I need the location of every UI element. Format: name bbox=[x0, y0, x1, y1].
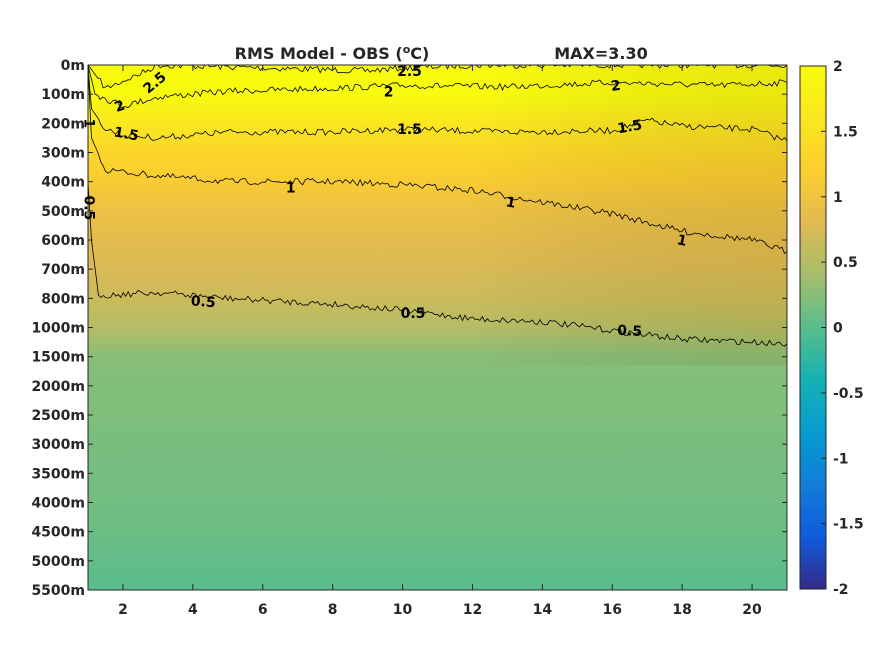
x-tick-label: 14 bbox=[533, 602, 553, 618]
colorbar-tick-label: 1 bbox=[833, 190, 843, 206]
y-tick-label: 1000m bbox=[31, 321, 85, 337]
contour-label: 0.5 bbox=[617, 323, 643, 340]
contour-label: 0.5 bbox=[81, 195, 97, 220]
contour-label: 1.5 bbox=[397, 122, 422, 138]
heatmap-shading bbox=[88, 65, 787, 365]
contour-label: 0.5 bbox=[190, 293, 216, 311]
colorbar-tick-label: -1 bbox=[833, 451, 849, 467]
colorbar-tick-label: -1.5 bbox=[833, 517, 864, 533]
colorbar-tick-label: -2 bbox=[833, 582, 849, 598]
contour-line-0-5 bbox=[88, 181, 787, 347]
colorbar-tick-label: 0.5 bbox=[833, 255, 858, 271]
y-tick-label: 1500m bbox=[31, 350, 85, 366]
x-tick-label: 10 bbox=[393, 602, 413, 618]
contour-label: 2.5 bbox=[397, 64, 422, 80]
x-tick-label: 12 bbox=[463, 602, 482, 618]
x-tick-label: 2 bbox=[118, 602, 128, 618]
y-tick-label: 200m bbox=[41, 116, 85, 132]
y-tick-label: 2500m bbox=[31, 408, 85, 424]
contour-line-2 bbox=[88, 65, 787, 108]
contour-label: 2 bbox=[610, 78, 622, 95]
y-tick-label: 0m bbox=[61, 58, 85, 74]
x-tick-label: 18 bbox=[672, 602, 691, 618]
x-tick-label: 6 bbox=[258, 602, 268, 618]
y-tick-label: 500m bbox=[41, 204, 85, 220]
colorbar-tick-label: 0 bbox=[833, 321, 843, 337]
contour-line-1-5 bbox=[88, 65, 787, 142]
y-tick-label: 3500m bbox=[31, 466, 85, 482]
y-tick-label: 3000m bbox=[31, 437, 85, 453]
x-tick-label: 16 bbox=[603, 602, 622, 618]
y-tick-label: 5000m bbox=[31, 554, 85, 570]
colorbar: 2 1.5 1 0.5 0 -0.5 -1 -1.5 -2 bbox=[799, 59, 864, 598]
y-tick-label: 600m bbox=[41, 233, 85, 249]
y-tick-label: 800m bbox=[41, 291, 85, 307]
colorbar-tick-label: 1.5 bbox=[833, 124, 858, 140]
contour-label: 1 bbox=[675, 232, 688, 250]
contour-label: 1.5 bbox=[113, 124, 140, 144]
chart-title: RMS Model - OBS (oC) bbox=[235, 43, 430, 63]
y-tick-label: 4000m bbox=[31, 496, 85, 512]
colorbar-tick-label: -0.5 bbox=[833, 386, 864, 402]
y-tick-label: 2000m bbox=[31, 379, 85, 395]
x-axis: 2 4 6 8 10 12 14 16 18 20 bbox=[118, 65, 762, 618]
colorbar-tick-label: 2 bbox=[833, 59, 843, 75]
y-axis: 0m 100m 200m 300m 400m 500m 600m 700m 800m 1000m 1… bbox=[31, 58, 787, 599]
x-tick-label: 4 bbox=[188, 602, 198, 618]
y-tick-label: 4500m bbox=[31, 525, 85, 541]
colorbar-ticks: 2 1.5 1 0.5 0 -0.5 -1 -1.5 -2 bbox=[821, 59, 864, 598]
contour-label: 0.5 bbox=[401, 306, 426, 322]
contour-label: 1 bbox=[286, 181, 296, 197]
x-tick-label: 20 bbox=[742, 602, 762, 618]
contour-label: 1.5 bbox=[616, 117, 643, 137]
contour-line-1 bbox=[88, 65, 787, 255]
y-tick-label: 700m bbox=[41, 262, 85, 278]
x-tick-label: 8 bbox=[328, 602, 338, 618]
y-tick-label: 300m bbox=[41, 146, 85, 162]
y-tick-label: 400m bbox=[41, 175, 85, 191]
y-tick-label: 100m bbox=[41, 87, 85, 103]
contour-label: 2 bbox=[384, 84, 394, 100]
y-tick-label: 5500m bbox=[31, 583, 85, 599]
max-value-label: MAX=3.30 bbox=[554, 44, 648, 63]
contour-label: 1 bbox=[505, 194, 517, 211]
